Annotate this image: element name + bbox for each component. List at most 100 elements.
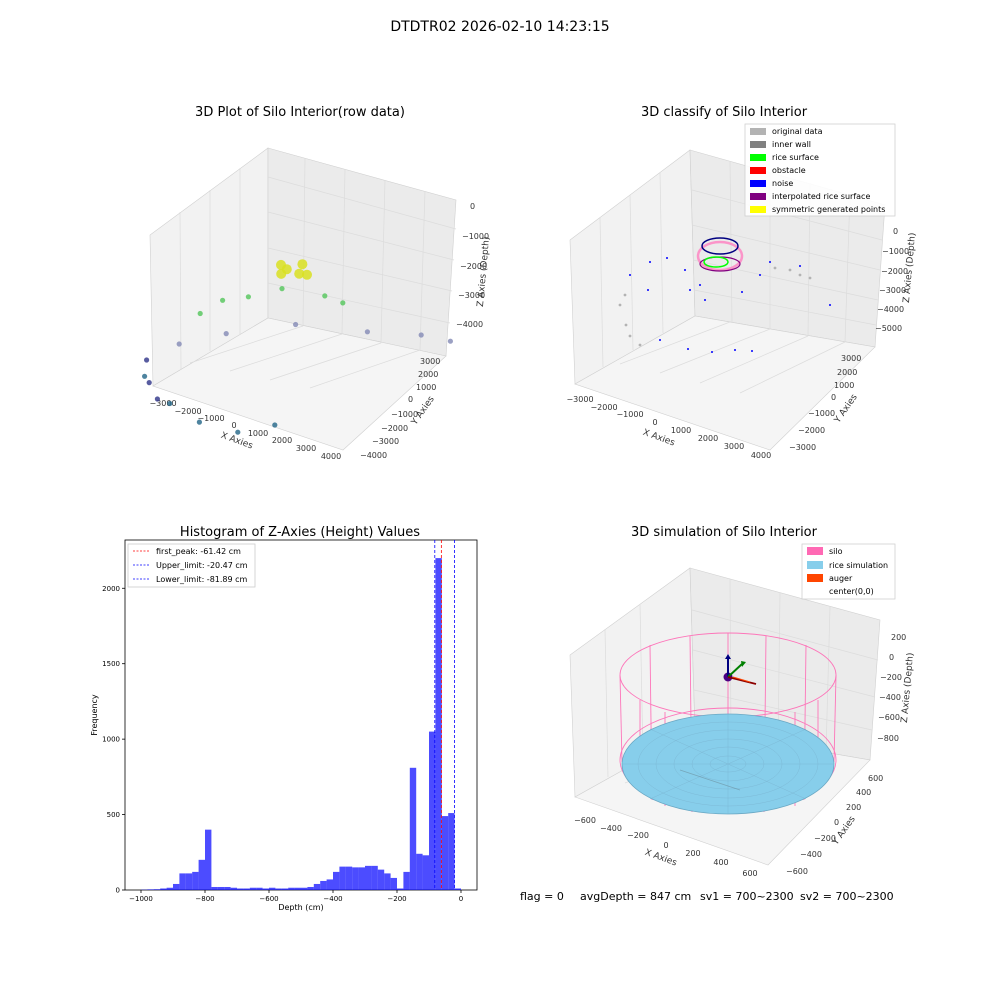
hist-bar	[269, 887, 276, 890]
raw3d-point	[279, 286, 285, 292]
classify3d-noise-point	[699, 284, 701, 286]
raw3d-ytick-0: −4000	[360, 451, 387, 460]
status-sv1: sv1 = 700~2300	[700, 890, 794, 903]
classify3d-legend-item-6: symmetric generated points	[750, 205, 885, 214]
sim3d-auger	[723, 654, 757, 685]
sim3d-ytick-2: −200	[814, 834, 836, 843]
hist-bar	[192, 871, 199, 890]
classify3d-ytick-2: −1000	[808, 409, 835, 418]
sim3d-ytick-3: 0	[834, 818, 839, 827]
classify3d-title: 3D classify of Silo Interior	[641, 105, 808, 120]
raw3d-ytick-1: −3000	[372, 437, 399, 446]
raw3d-ztick-3: −3000	[458, 291, 485, 300]
classify3d-noise-point	[689, 289, 691, 291]
hist-x-tick-label: −200	[387, 895, 406, 903]
hist-plot-frame	[124, 539, 478, 891]
classify3d-ytick-1: −2000	[798, 426, 825, 435]
sim3d-xlabel: X Axies	[643, 848, 678, 869]
hist-bar	[339, 866, 346, 890]
sim3d-rice-surface	[621, 713, 835, 815]
classify3d-original-point	[628, 334, 632, 338]
legend-swatch	[750, 180, 766, 187]
raw3d-point	[276, 259, 286, 270]
legend-label: interpolated rice surface	[772, 192, 870, 201]
raw3d-panel: 3D Plot of Silo Interior(row data) −3000…	[142, 105, 492, 461]
classify3d-marks	[618, 257, 831, 353]
hist-y-tick-label: 0	[116, 887, 120, 895]
sim3d-ytick-5: 400	[856, 788, 871, 797]
hist-x-tick-label: −600	[259, 895, 278, 903]
hist-bar	[237, 888, 244, 890]
raw3d-zlabel: Z Axies (Depth)	[476, 236, 492, 307]
status-avgdepth: avgDepth = 847 cm	[580, 890, 691, 903]
raw3d-point	[176, 341, 182, 347]
hist-title: Histogram of Z-Axies (Height) Values	[180, 525, 420, 540]
classify3d-noise-point	[759, 274, 761, 276]
raw3d-point	[167, 400, 173, 407]
hist-x-tick-label: 0	[459, 895, 463, 903]
hist-x-ticks: −1000 −800 −600 −400 −200 0	[129, 890, 463, 903]
classify3d-ztick-0: 0	[893, 227, 898, 236]
hist-bar	[166, 887, 173, 890]
raw3d-ytick-4: 0	[408, 395, 413, 404]
sim3d-xtick-4: 200	[685, 849, 700, 858]
hist-x-tick-label: −400	[323, 895, 342, 903]
hist-bar	[384, 873, 391, 890]
hist-legend-item-2: Lower_limit: -81.89 cm	[133, 575, 248, 584]
hist-bar	[294, 887, 301, 890]
classify3d-legend-item-3: obstacle	[750, 166, 806, 175]
raw3d-point	[276, 268, 287, 279]
hist-bar	[173, 883, 180, 890]
classify3d-xtick-4: 1000	[671, 426, 691, 435]
hist-bar	[429, 731, 436, 890]
classify3d-noise-point	[741, 291, 743, 293]
raw3d-ztick-2: −2000	[460, 262, 487, 271]
sim3d-panel: 3D simulation of Silo Interior	[569, 525, 916, 878]
sim3d-legend-item-1: rice simulation	[807, 561, 888, 570]
hist-bar	[301, 887, 308, 890]
classify3d-ytick-0: −3000	[789, 443, 816, 452]
raw3d-point	[245, 294, 251, 300]
hist-bar	[262, 888, 269, 890]
sim3d-ytick-0: −600	[786, 867, 808, 876]
sim3d-ztick-3: −400	[879, 693, 901, 702]
hist-bar	[147, 889, 154, 890]
legend-label: original data	[772, 127, 823, 136]
hist-bar	[435, 558, 442, 890]
raw3d-point	[235, 429, 241, 435]
classify3d-xtick-7: 4000	[751, 451, 771, 460]
legend-swatch	[807, 561, 823, 569]
sim3d-ztick-5: −800	[877, 734, 899, 743]
classify3d-noise-point	[647, 289, 649, 291]
hist-bar	[281, 888, 289, 890]
hist-ylabel: Frequency	[90, 694, 99, 736]
classify3d-ztick-4: −4000	[877, 305, 904, 314]
classify3d-ytick-4: 1000	[834, 381, 854, 390]
hist-bar	[345, 866, 353, 890]
classify3d-ytick-5: 2000	[837, 368, 857, 377]
hist-bar	[352, 867, 359, 890]
hist-bar	[243, 888, 250, 890]
hist-x-tick-label: −1000	[129, 895, 153, 903]
classify3d-legend: original data inner wall rice surface ob…	[744, 123, 896, 217]
hist-bar	[416, 853, 423, 890]
raw3d-point	[272, 422, 278, 428]
hist-y-tick-label: 500	[107, 811, 120, 819]
raw3d-point	[418, 332, 424, 338]
legend-label: symmetric generated points	[772, 205, 885, 214]
hist-bar	[230, 887, 237, 890]
raw3d-gridlines	[179, 157, 457, 389]
hist-bar	[249, 887, 257, 890]
classify3d-legend-item-4: noise	[750, 179, 793, 188]
legend-label: Upper_limit: -20.47 cm	[156, 561, 248, 570]
raw3d-point	[146, 380, 152, 386]
sim3d-ztick-1: 0	[889, 653, 894, 662]
classify3d-original-point	[618, 303, 622, 307]
legend-label: rice simulation	[829, 561, 888, 570]
raw3d-point	[302, 269, 312, 280]
sim3d-legend-item-0: silo	[807, 547, 843, 556]
raw3d-ztick-4: −4000	[456, 320, 483, 329]
hist-bar	[333, 871, 340, 890]
hist-y-tick-label: 1500	[102, 660, 120, 668]
figure-suptitle: DTDTR02 2026-02-10 14:23:15	[390, 19, 609, 35]
